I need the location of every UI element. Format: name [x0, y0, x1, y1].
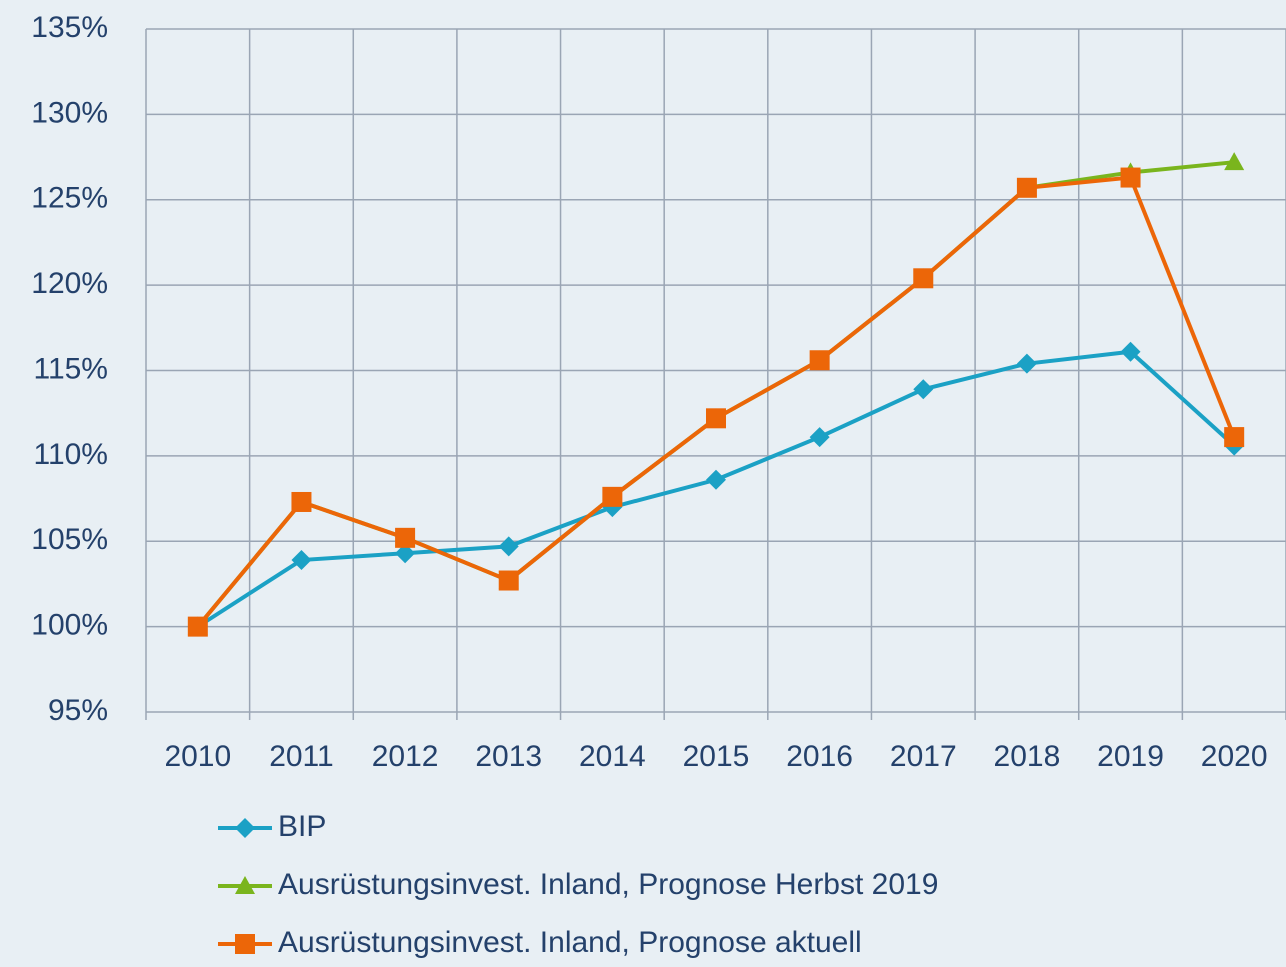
marker	[291, 491, 312, 512]
x-tick-label: 2010	[164, 740, 231, 773]
y-tick-label: 115%	[33, 352, 108, 385]
marker	[291, 550, 312, 571]
marker	[1224, 152, 1245, 171]
y-tick-label: 105%	[31, 523, 108, 556]
x-tick-label: 2013	[475, 740, 542, 773]
x-tick-label: 2017	[890, 740, 957, 773]
x-tick-label: 2015	[683, 740, 750, 773]
x-tick-label: 2016	[786, 740, 853, 773]
legend-label: Ausrüstungsinvest. Inland, Prognose Herb…	[278, 868, 938, 901]
legend-marker	[235, 818, 255, 838]
marker	[1120, 167, 1141, 188]
marker	[1224, 427, 1245, 448]
legend-marker	[235, 934, 255, 954]
x-tick-label: 2019	[1097, 740, 1164, 773]
y-tick-label: 120%	[31, 267, 108, 300]
marker	[809, 350, 830, 371]
marker	[913, 379, 934, 400]
x-tick-label: 2011	[269, 740, 334, 773]
legend-marker	[235, 876, 255, 894]
marker	[498, 536, 519, 557]
y-tick-label: 130%	[31, 96, 108, 129]
y-tick-label: 125%	[31, 182, 108, 215]
marker	[187, 616, 208, 637]
y-tick-label: 135%	[31, 11, 108, 44]
x-tick-label: 2012	[372, 740, 439, 773]
legend-label: Ausrüstungsinvest. Inland, Prognose aktu…	[278, 926, 862, 959]
marker	[395, 527, 416, 548]
marker	[913, 268, 934, 289]
marker	[706, 469, 726, 490]
marker	[1016, 177, 1037, 198]
marker	[498, 570, 519, 591]
marker	[809, 427, 830, 448]
y-tick-label: 110%	[33, 438, 108, 471]
x-tick-label: 2018	[994, 740, 1061, 773]
marker	[602, 486, 623, 507]
y-tick-label: 100%	[31, 609, 108, 642]
legend-label: BIP	[278, 810, 326, 843]
marker	[395, 543, 416, 564]
x-tick-label: 2020	[1201, 740, 1268, 773]
marker	[706, 408, 726, 429]
x-tick-label: 2014	[579, 740, 646, 773]
marker	[1120, 341, 1141, 362]
y-tick-label: 95%	[48, 694, 108, 727]
marker	[1016, 353, 1037, 374]
